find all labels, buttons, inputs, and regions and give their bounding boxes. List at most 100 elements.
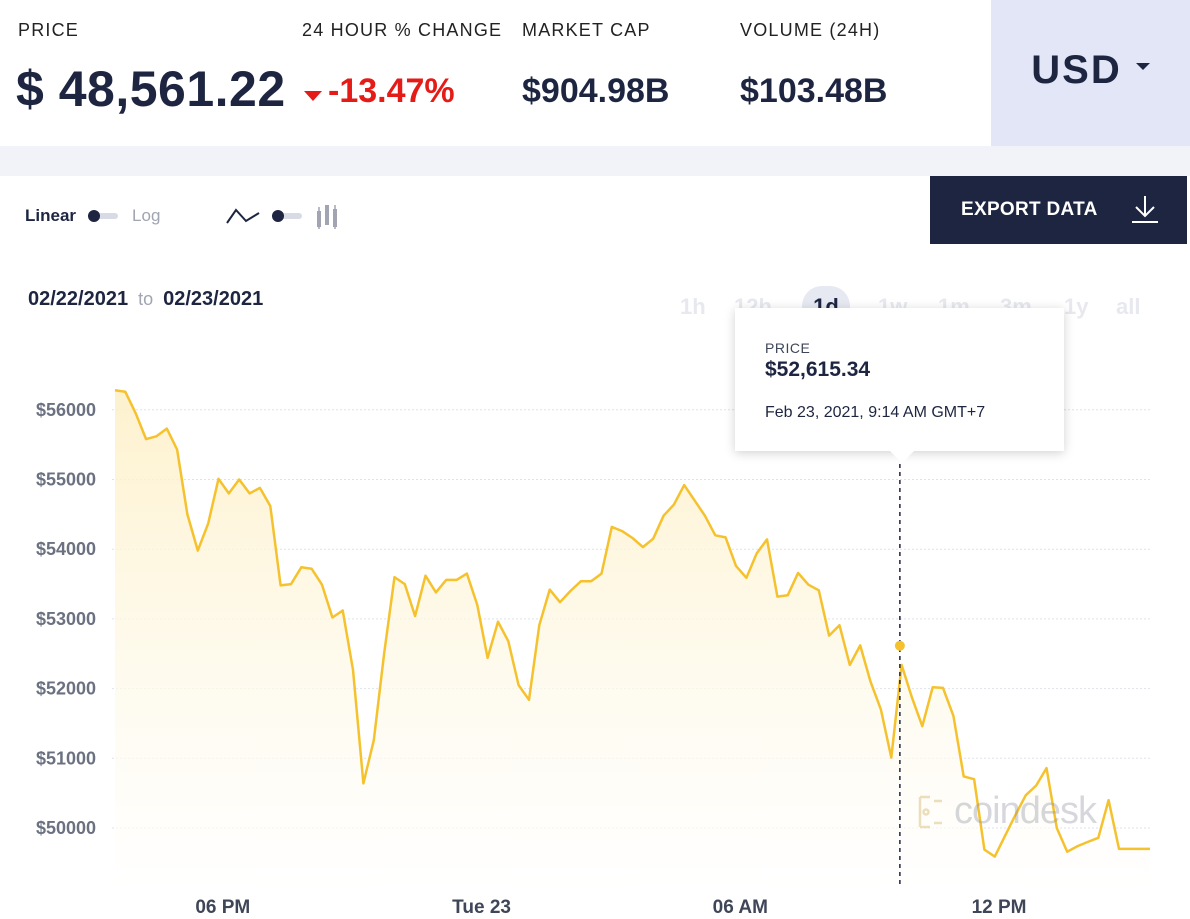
data-point	[414, 615, 416, 617]
down-triangle-icon	[304, 90, 322, 101]
data-point	[766, 538, 768, 540]
price-chart[interactable]: $56000 $55000 $54000 $53000 $52000 $51000 $500…	[0, 330, 1190, 919]
data-point	[528, 699, 530, 701]
data-point	[921, 725, 923, 727]
data-point	[197, 549, 199, 551]
data-point	[538, 624, 540, 626]
data-point	[963, 775, 965, 777]
data-point	[507, 640, 509, 642]
data-point	[994, 855, 996, 857]
data-point	[818, 589, 820, 591]
y-tick-label: $51000	[36, 748, 96, 768]
data-point	[310, 568, 312, 570]
date-from[interactable]: 02/22/2021	[28, 288, 129, 310]
download-icon	[1132, 196, 1158, 223]
data-point	[517, 684, 519, 686]
data-point	[559, 601, 561, 603]
data-point	[1107, 799, 1109, 801]
data-point	[155, 435, 157, 437]
watermark-text: coindesk	[954, 790, 1097, 832]
style-toggle[interactable]	[272, 210, 302, 222]
price-line	[114, 389, 1150, 858]
y-tick-label: $56000	[36, 400, 96, 420]
data-point	[776, 595, 778, 597]
data-point	[787, 594, 789, 596]
data-point	[983, 848, 985, 850]
x-tick-label: 06 AM	[713, 897, 768, 918]
data-point	[217, 478, 219, 480]
data-point	[735, 565, 737, 567]
data-point	[880, 708, 882, 710]
x-tick-label: Tue 23	[452, 897, 511, 918]
toggle-knob	[88, 210, 101, 222]
data-point	[1066, 851, 1068, 853]
data-point	[176, 448, 178, 450]
data-point	[838, 624, 840, 626]
data-point	[1035, 784, 1037, 786]
data-point	[621, 530, 623, 532]
data-point	[1087, 841, 1089, 843]
y-axis: $56000 $55000 $54000 $53000 $52000 $51000 $500…	[36, 400, 96, 838]
range-all[interactable]: all	[1116, 294, 1141, 319]
data-point	[890, 756, 892, 758]
data-point	[445, 579, 447, 581]
data-point	[114, 389, 116, 391]
data-point	[1128, 848, 1130, 850]
export-data-button[interactable]: EXPORT DATA	[930, 176, 1187, 244]
data-point	[549, 588, 551, 590]
data-point	[673, 503, 675, 505]
data-point	[683, 484, 685, 486]
data-point	[207, 522, 209, 524]
data-point	[352, 669, 354, 671]
currency-select[interactable]: USD	[991, 0, 1190, 146]
volume-label: VOLUME (24H)	[740, 20, 881, 40]
data-point	[807, 584, 809, 586]
log-option[interactable]: Log	[132, 206, 161, 225]
data-point	[714, 534, 716, 536]
data-point	[942, 687, 944, 689]
x-tick-label: 12 PM	[972, 897, 1027, 918]
scale-toggle-group: Linear Log	[25, 206, 160, 226]
data-point	[580, 580, 582, 582]
data-point	[300, 566, 302, 568]
line-chart-icon[interactable]	[226, 205, 260, 227]
scale-toggle[interactable]	[88, 210, 119, 222]
y-tick-label: $54000	[36, 539, 96, 559]
data-point	[869, 680, 871, 682]
data-point	[828, 634, 830, 636]
data-point	[321, 584, 323, 586]
highlight-point	[894, 640, 905, 651]
market-cap-label: MARKET CAP	[522, 20, 651, 40]
volume-value: $103.48B	[740, 72, 888, 110]
change-label: 24 HOUR % CHANGE	[302, 20, 503, 40]
x-axis: 06 PM Tue 23 06 AM 12 PM	[195, 897, 1026, 918]
data-point	[859, 644, 861, 646]
divider-band	[0, 146, 1190, 176]
data-point	[373, 739, 375, 741]
change-value: -13.47%	[304, 72, 455, 111]
data-point	[973, 778, 975, 780]
candlestick-chart-icon[interactable]	[316, 203, 338, 229]
data-point	[269, 505, 271, 507]
data-point	[404, 583, 406, 585]
data-point	[704, 515, 706, 517]
price-tooltip: PRICE $52,615.34 Feb 23, 2021, 9:14 AM G…	[735, 308, 1064, 463]
date-to[interactable]: 02/23/2021	[163, 288, 264, 310]
caret-down-icon	[1135, 62, 1150, 70]
export-data-label: EXPORT DATA	[961, 199, 1098, 220]
data-point	[1149, 848, 1151, 850]
linear-option[interactable]: Linear	[25, 206, 77, 225]
data-point	[662, 515, 664, 517]
data-point	[383, 653, 385, 655]
tooltip-label: PRICE	[765, 340, 811, 356]
date-to-word: to	[138, 289, 154, 309]
price-label: PRICE	[18, 20, 80, 40]
data-point	[1139, 848, 1141, 850]
data-point	[476, 604, 478, 606]
range-1h[interactable]: 1h	[680, 294, 706, 319]
data-point	[331, 616, 333, 618]
y-tick-label: $52000	[36, 679, 96, 699]
stats-bar: PRICE $ 48,561.22 24 HOUR % CHANGE -13.4…	[0, 0, 1190, 146]
data-point	[497, 621, 499, 623]
range-1y[interactable]: 1y	[1064, 294, 1089, 319]
